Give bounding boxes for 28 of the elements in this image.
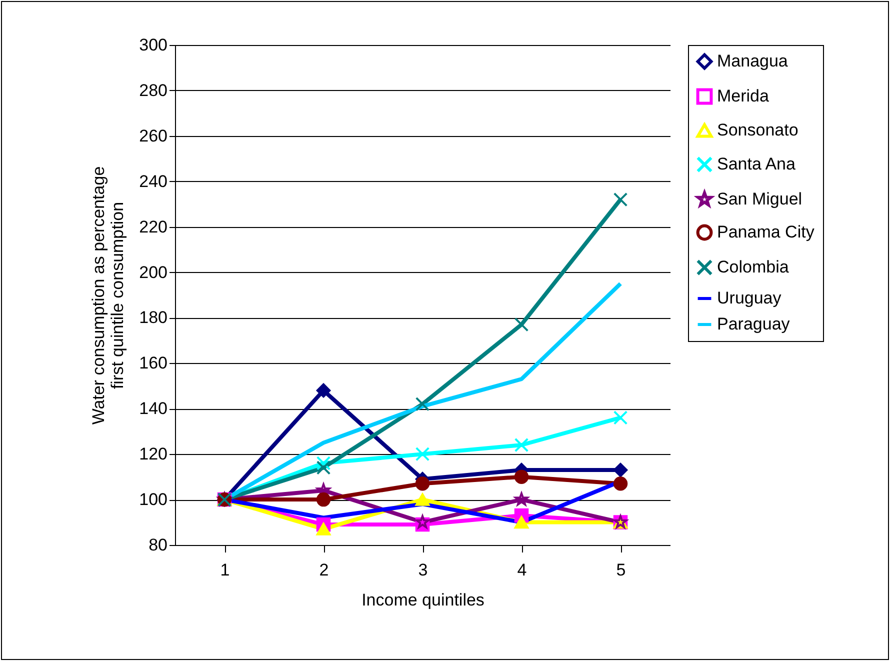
y-tick-label: 200	[139, 262, 168, 282]
y-tick-label: 80	[148, 536, 168, 554]
y-tick-label: 160	[139, 354, 168, 373]
y-tick-label: 220	[139, 217, 168, 236]
legend-label: Sonsonato	[717, 120, 798, 140]
y-tick-label: 300	[139, 36, 168, 54]
legend-label: Uruguay	[717, 288, 782, 308]
x-tick-label: 5	[616, 560, 626, 580]
legend-label: Panama City	[717, 222, 815, 242]
y-tick-label: 280	[139, 80, 168, 100]
legend-label: Colombia	[717, 258, 790, 276]
legend-label: Managua	[717, 52, 788, 70]
x-tick-label: 2	[319, 560, 329, 580]
legend-label: San Miguel	[717, 190, 802, 208]
y-tick-label: 240	[139, 172, 168, 191]
x-tick-label: 3	[418, 560, 428, 580]
x-axis-title: Income quintiles	[362, 590, 484, 610]
y-tick-label: 140	[139, 399, 168, 418]
x-tick-label: 1	[220, 560, 230, 580]
y-tick-label: 180	[139, 308, 168, 328]
y-tick-label: 100	[139, 490, 168, 510]
y-axis-title: Water consumption as percentage first quintile consumption	[89, 166, 128, 425]
legend-label: Merida	[717, 86, 770, 106]
y-tick-label: 120	[139, 444, 168, 464]
legend-label: Santa Ana	[717, 154, 796, 174]
x-tick-label: 4	[517, 560, 527, 580]
legend-label: Paraguay	[717, 314, 790, 334]
y-tick-label: 260	[139, 126, 168, 146]
